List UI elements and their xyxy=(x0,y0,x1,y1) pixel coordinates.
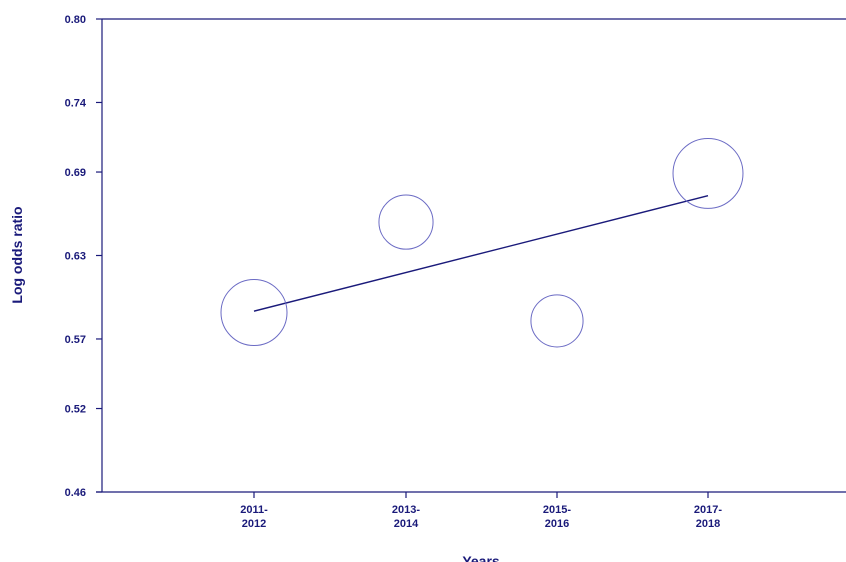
y-tick-label: 0.74 xyxy=(65,97,87,109)
bubble-marker xyxy=(672,137,744,209)
bubble-marker xyxy=(530,294,584,348)
x-axis-label: Years xyxy=(462,553,500,562)
y-tick-label: 0.57 xyxy=(65,334,86,346)
bubble-markers xyxy=(220,137,744,348)
fit-line-group xyxy=(253,195,709,312)
x-tick-label: 2015- xyxy=(543,504,571,516)
x-tick-label: 2016 xyxy=(545,518,569,530)
y-tick-label: 0.69 xyxy=(65,167,86,179)
bubble-marker xyxy=(378,194,434,250)
x-tick-label: 2011- xyxy=(240,504,268,516)
x-tick-label: 2017- xyxy=(694,504,722,516)
x-tick-label: 2014 xyxy=(394,518,419,530)
y-tick-label: 0.46 xyxy=(65,487,86,499)
x-tick-label: 2012 xyxy=(242,518,266,530)
y-tick-label: 0.80 xyxy=(65,14,86,26)
x-tick-label: 2013- xyxy=(392,504,420,516)
y-axis-ticks: 0.46 0.52 0.57 0.63 0.69 0.74 0.80 xyxy=(65,14,102,499)
y-tick-label: 0.63 xyxy=(65,251,86,263)
x-axis-ticks: 2011- 2012 2013- 2014 2015- 2016 2017- 2018 xyxy=(240,492,722,530)
bubble-marker xyxy=(220,279,288,347)
x-tick-label: 2018 xyxy=(696,518,720,530)
fit-line xyxy=(253,195,709,312)
y-axis-label: Log odds ratio xyxy=(9,206,25,303)
y-tick-label: 0.52 xyxy=(65,404,86,416)
